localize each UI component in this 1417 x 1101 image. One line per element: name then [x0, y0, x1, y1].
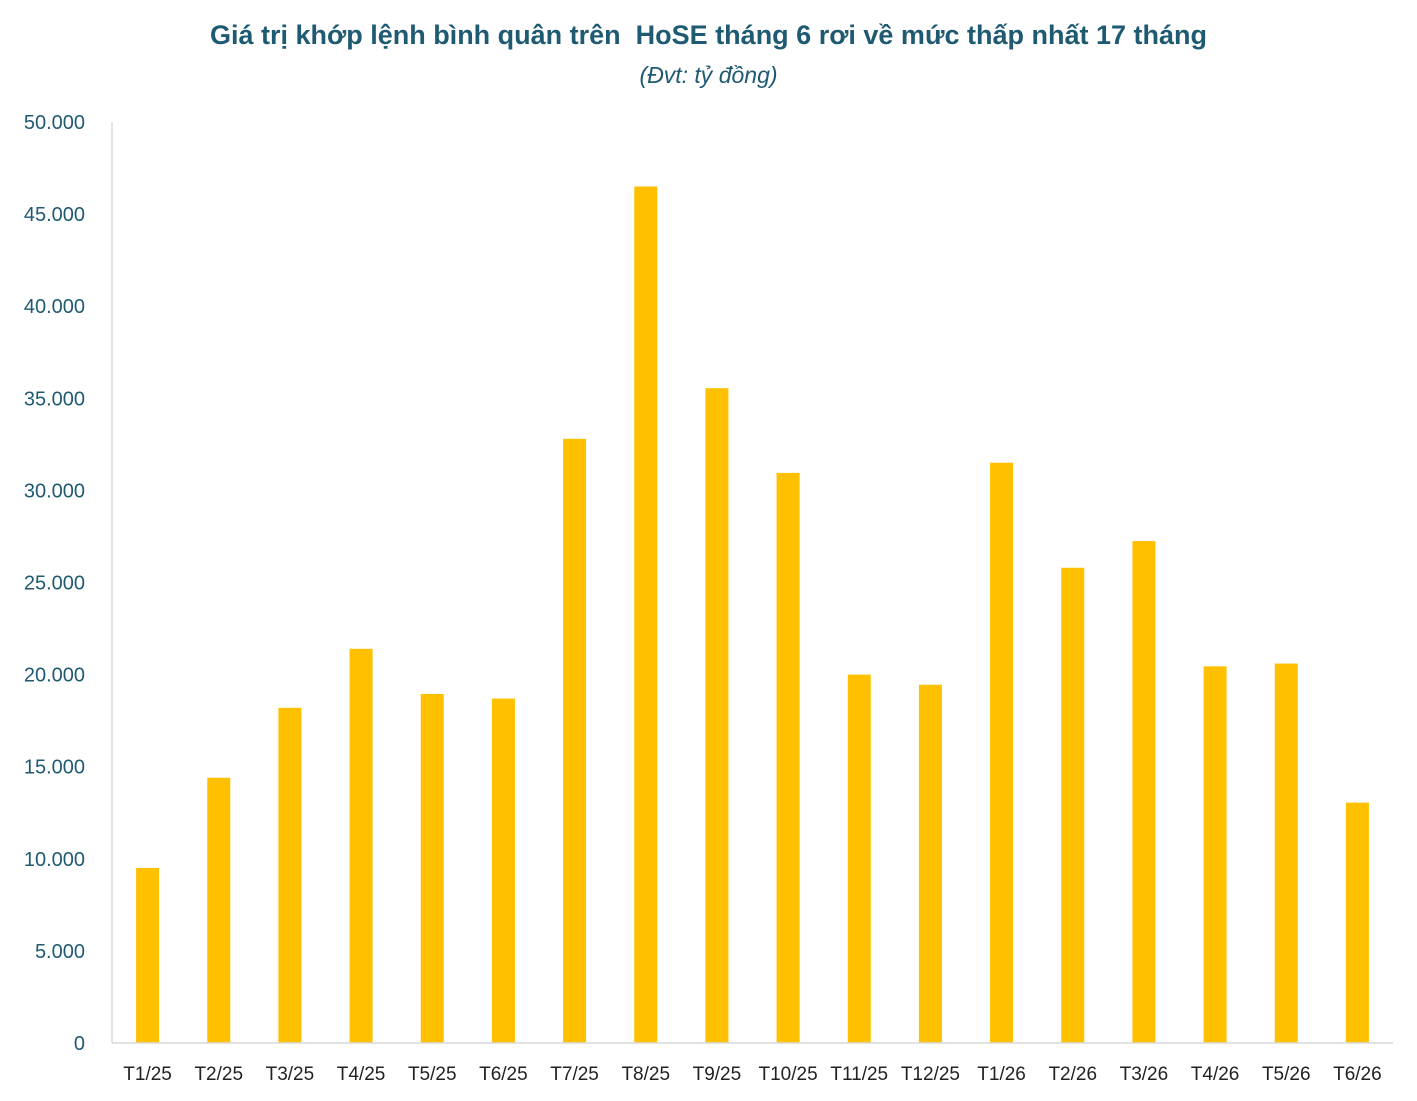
x-tick-label: T5/26 [1262, 1064, 1311, 1085]
bar-t7-25 [563, 438, 587, 1044]
x-tick-label: T11/25 [830, 1064, 888, 1085]
bar-t8-25 [634, 186, 658, 1044]
bar-t11-25 [847, 674, 871, 1043]
bar-t1-25 [136, 868, 160, 1043]
bars [136, 186, 1369, 1044]
x-tick-label: T2/26 [1048, 1064, 1097, 1085]
bar-t4-26 [1203, 666, 1227, 1043]
y-tick-label: 10.000 [24, 849, 85, 871]
x-tick-label: T3/26 [1120, 1064, 1169, 1085]
x-tick-label: T10/25 [759, 1064, 818, 1085]
x-tick-label: T9/25 [693, 1064, 742, 1085]
bar-t3-26 [1132, 541, 1156, 1043]
x-tick-label: T1/26 [977, 1064, 1026, 1085]
bar-t4-25 [349, 648, 373, 1043]
chart-title: Giá trị khớp lệnh bình quân trên HoSE th… [209, 20, 1208, 50]
bar-t9-25 [705, 388, 729, 1043]
bar-t12-25 [918, 684, 942, 1043]
x-tick-label: T8/25 [621, 1064, 670, 1085]
bar-t5-26 [1274, 663, 1298, 1043]
x-tick-label: T4/25 [337, 1064, 386, 1085]
y-tick-label: 0 [74, 1033, 85, 1055]
bar-t2-25 [207, 777, 231, 1043]
x-tick-label: T6/25 [479, 1064, 528, 1085]
x-tick-label: T12/25 [901, 1064, 960, 1085]
y-tick-label: 35.000 [24, 388, 85, 410]
x-tick-label: T6/26 [1333, 1064, 1382, 1085]
y-tick-label: 20.000 [24, 665, 85, 687]
y-tick-label: 40.000 [24, 296, 85, 318]
y-tick-label: 5.000 [35, 941, 85, 963]
x-tick-label: T7/25 [550, 1064, 599, 1085]
x-tick-label: T2/25 [194, 1064, 243, 1085]
y-tick-label: 45.000 [24, 204, 85, 226]
x-tick-label: T4/26 [1191, 1064, 1240, 1085]
y-axis: 0 5.000 10.000 15.000 20.000 25.000 30.000 35.0… [24, 112, 113, 1055]
y-tick-label: 25.000 [24, 573, 85, 595]
bar-t1-26 [990, 462, 1014, 1043]
bar-t5-25 [420, 693, 444, 1043]
x-tick-label: T3/25 [266, 1064, 315, 1085]
y-tick-label: 50.000 [24, 112, 85, 134]
bar-t3-25 [278, 707, 302, 1043]
bar-t2-26 [1061, 567, 1085, 1043]
y-tick-label: 30.000 [24, 480, 85, 502]
chart-subtitle: (Đvt: tỷ đồng) [639, 62, 778, 88]
bar-t6-26 [1345, 802, 1369, 1043]
bar-t6-25 [491, 698, 515, 1043]
x-tick-label: T1/25 [123, 1064, 172, 1085]
x-axis: T1/25 T2/25 T3/25 T4/25 T5/25 T6/25 T7/25 T8/25… [112, 1042, 1393, 1085]
bar-t10-25 [776, 472, 800, 1043]
y-tick-label: 15.000 [24, 757, 85, 779]
x-tick-label: T5/25 [408, 1064, 457, 1085]
